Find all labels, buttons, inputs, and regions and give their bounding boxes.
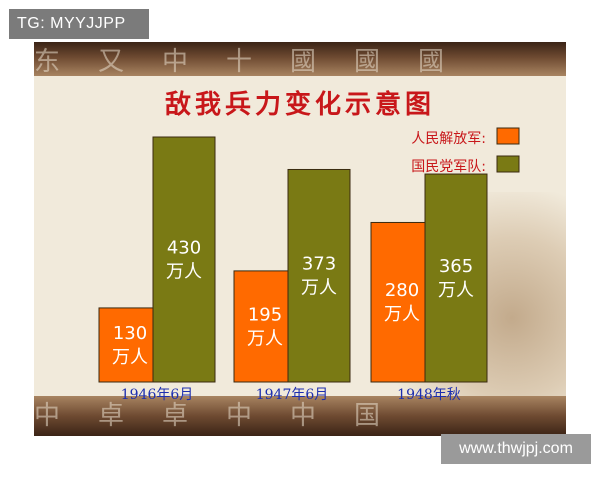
bar-value-label: 430 — [167, 238, 201, 259]
bar-pla-0 — [98, 307, 162, 383]
bar-value-label: 280 — [385, 280, 419, 301]
bar-pla-2 — [370, 221, 434, 383]
chart-title: 敌我兵力变化示意图 — [164, 90, 435, 120]
decorative-calligraphy-top: 东又中十國國國 — [34, 47, 483, 77]
watermark-bottom-right: www.thwjpj.com — [441, 434, 591, 464]
bar-unit-label: 万人 — [384, 304, 420, 325]
bar-chart: 130 万人 430 万人 1946年6月 195 万人 373 万人 1947年6月 280 万人 3… — [98, 127, 520, 403]
slide: 东又中十國國國 中卓卓中中国 敌我兵力变化示意图 130 万人 430 万人 1946年… — [34, 42, 566, 436]
bar-unit-label: 万人 — [166, 262, 202, 283]
bar-unit-label: 万人 — [301, 278, 337, 299]
bar-value-label: 373 — [302, 254, 336, 275]
category-label: 1948年秋 — [397, 387, 461, 403]
bar-kmt-0 — [152, 136, 216, 383]
legend-label: 国民党军队: — [411, 159, 486, 175]
watermark-top-left: TG: MYYJJPP — [9, 9, 149, 39]
decorative-calligraphy-bottom: 中卓卓中中国 — [34, 401, 419, 431]
category-label: 1946年6月 — [121, 387, 194, 403]
bar-unit-label: 万人 — [112, 347, 148, 368]
decorative-top-band: 东又中十國國國 — [34, 42, 566, 77]
bar-value-label: 365 — [439, 256, 473, 277]
bar-pla-1 — [233, 270, 297, 383]
legend-label: 人民解放军: — [411, 131, 486, 147]
bar-kmt-1 — [287, 168, 351, 383]
legend-swatch — [496, 155, 520, 173]
bar-kmt-2 — [424, 173, 488, 383]
legend-swatch — [496, 127, 520, 145]
category-label: 1947年6月 — [256, 387, 329, 403]
bar-unit-label: 万人 — [247, 328, 283, 349]
bar-unit-label: 万人 — [438, 280, 474, 301]
bar-value-label: 130 — [113, 323, 147, 344]
decorative-bottom-band: 中卓卓中中国 — [34, 396, 566, 436]
bar-value-label: 195 — [248, 304, 282, 325]
